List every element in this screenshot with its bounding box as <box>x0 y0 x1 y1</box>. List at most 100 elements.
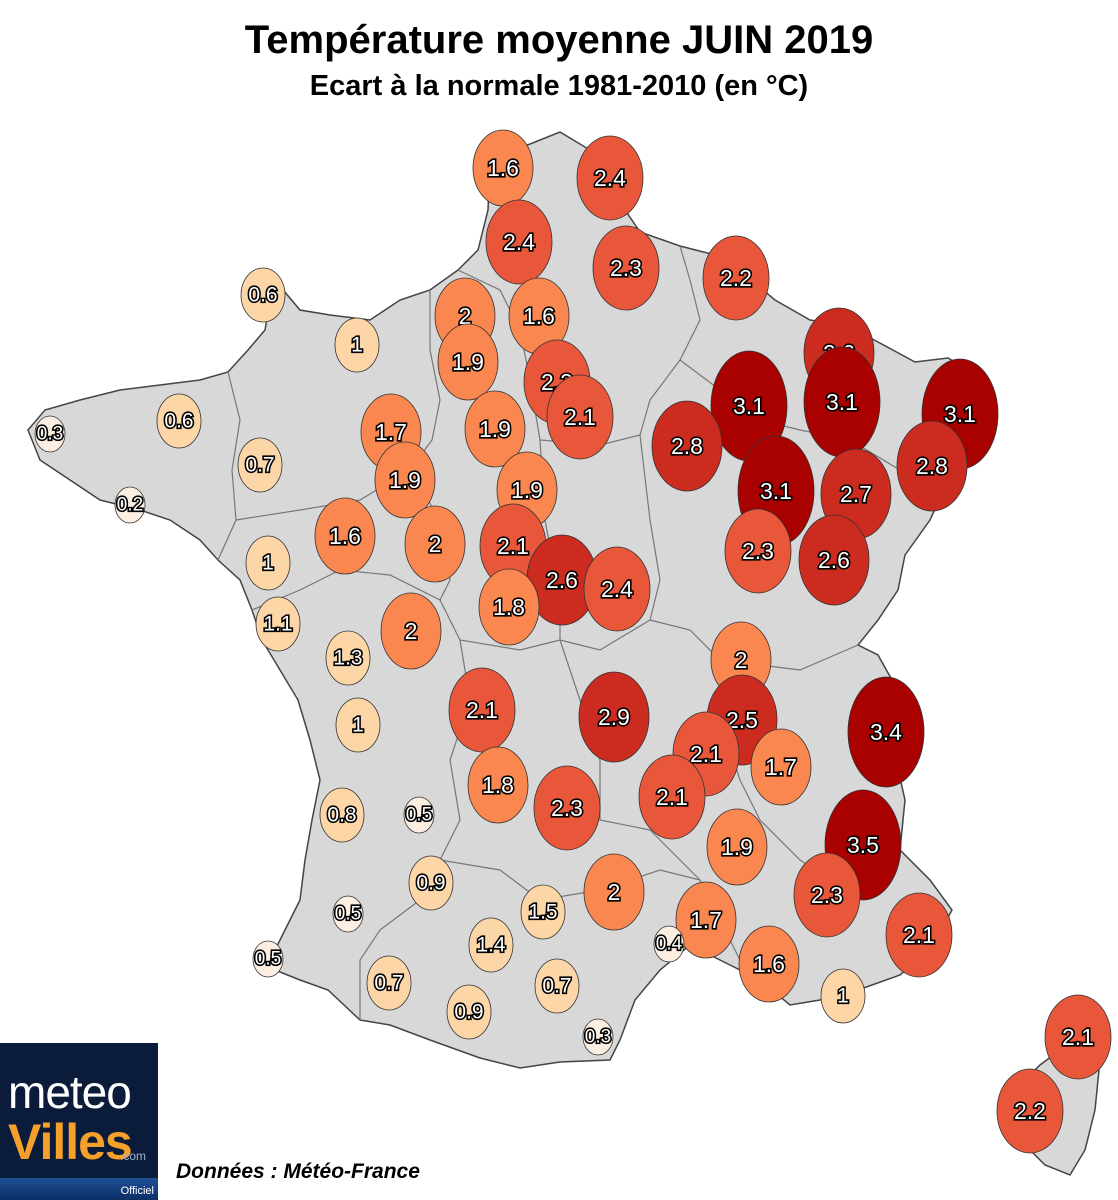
station-marker <box>366 955 412 1011</box>
station-marker <box>325 630 371 686</box>
station-marker <box>408 855 454 911</box>
station-value-label: 0.2 <box>117 495 143 516</box>
station-bubble: 0.7 <box>534 958 580 1014</box>
station-value-label: 2.9 <box>598 704 630 730</box>
station-marker <box>534 958 580 1014</box>
station-bubble: 1.6 <box>738 925 800 1003</box>
station-marker <box>334 317 380 373</box>
station-value-label: 2 <box>608 879 621 905</box>
station-value-label: 2.2 <box>1014 1098 1046 1124</box>
station-bubble: 3.1 <box>710 350 788 462</box>
station-value-label: 0.7 <box>374 972 403 995</box>
station-bubble: 1 <box>245 535 291 591</box>
station-value-label: 2.3 <box>742 538 774 564</box>
station-marker <box>583 546 651 632</box>
station-marker <box>468 917 514 973</box>
station-marker <box>478 568 540 646</box>
station-value-label: 2.6 <box>818 547 850 573</box>
station-bubble: 0.4 <box>653 925 685 963</box>
station-value-label: 3.5 <box>847 832 879 858</box>
station-bubble: 1.8 <box>467 746 529 824</box>
station-value-label: 3.1 <box>826 389 858 415</box>
station-marker <box>724 508 792 594</box>
station-bubble: 1.6 <box>314 497 376 575</box>
station-marker <box>793 852 861 938</box>
station-bubble: 2.4 <box>576 135 644 221</box>
station-bubble: 0.3 <box>582 1018 614 1056</box>
station-bubble: 2.3 <box>793 852 861 938</box>
station-marker <box>403 796 435 834</box>
station-marker <box>798 514 870 606</box>
station-marker <box>485 199 553 285</box>
station-marker <box>706 808 768 886</box>
station-value-label: 1.7 <box>690 907 722 933</box>
station-bubble: 3.4 <box>847 676 925 788</box>
station-bubble: 2.6 <box>798 514 870 606</box>
station-value-label: 1.9 <box>721 834 753 860</box>
logo-suffix: .com <box>120 1149 147 1163</box>
station-value-label: 2.1 <box>690 741 722 767</box>
station-value-label: 2.1 <box>497 533 529 559</box>
station-bubble: 2.6 <box>526 534 598 626</box>
station-bubble: 2.4 <box>485 199 553 285</box>
station-value-label: 1.9 <box>479 416 511 442</box>
station-value-label: 3.1 <box>760 478 792 504</box>
station-marker <box>464 390 526 468</box>
station-value-label: 0.3 <box>37 424 63 445</box>
station-marker <box>592 225 660 311</box>
station-bubble: 1.7 <box>750 728 812 806</box>
station-bubble: 0.6 <box>240 267 286 323</box>
station-value-label: 0.8 <box>327 804 356 827</box>
station-bubble: 2.3 <box>724 508 792 594</box>
station-marker <box>885 892 953 978</box>
station-value-label: 0.3 <box>585 1027 611 1048</box>
station-bubble: 2.8 <box>651 400 723 492</box>
station-bubble: 1.9 <box>374 441 436 519</box>
station-bubble: 0.7 <box>237 437 283 493</box>
station-bubble: 1.1 <box>255 596 301 652</box>
logo-band: Officiel <box>0 1178 158 1200</box>
map-subtitle: Ecart à la normale 1981-2010 (en °C) <box>309 70 809 102</box>
station-marker <box>896 420 968 512</box>
station-value-label: 2 <box>735 647 748 673</box>
station-value-label: 1.4 <box>476 934 506 957</box>
station-value-label: 1.6 <box>329 523 361 549</box>
station-value-label: 2.6 <box>546 567 578 593</box>
station-marker <box>847 676 925 788</box>
station-bubble: 2 <box>404 505 466 583</box>
station-value-label: 2.8 <box>916 453 948 479</box>
station-value-label: 1.6 <box>487 155 519 181</box>
station-value-label: 1.8 <box>482 772 514 798</box>
station-marker <box>252 940 284 978</box>
station-marker <box>820 968 866 1024</box>
station-bubble: 2.8 <box>896 420 968 512</box>
station-bubble: 1 <box>334 317 380 373</box>
station-bubble: 1.9 <box>464 390 526 468</box>
station-marker <box>638 754 706 840</box>
station-value-label: 2 <box>405 618 418 644</box>
station-marker <box>114 486 146 524</box>
station-bubble: 1 <box>335 697 381 753</box>
station-value-label: 2 <box>429 531 442 557</box>
station-marker <box>34 415 66 453</box>
station-marker <box>374 441 436 519</box>
station-value-label: 2.1 <box>903 922 935 948</box>
station-bubble: 0.5 <box>332 895 364 933</box>
station-bubble: 1.6 <box>472 129 534 207</box>
station-value-label: 1.9 <box>452 349 484 375</box>
station-bubble: 1.9 <box>706 808 768 886</box>
station-value-label: 0.5 <box>255 949 281 970</box>
station-value-label: 1.5 <box>528 901 557 924</box>
station-value-label: 2 <box>459 303 472 329</box>
station-bubble: 2.1 <box>448 667 516 753</box>
station-value-label: 3.4 <box>870 719 902 745</box>
station-bubble: 2.1 <box>1044 994 1112 1080</box>
station-bubble: 0.5 <box>252 940 284 978</box>
station-value-label: 2.4 <box>601 576 633 602</box>
station-marker <box>437 323 499 401</box>
station-value-label: 1.6 <box>523 303 555 329</box>
station-value-label: 3.1 <box>733 393 765 419</box>
station-marker <box>702 235 770 321</box>
station-value-label: 0.4 <box>656 934 683 955</box>
